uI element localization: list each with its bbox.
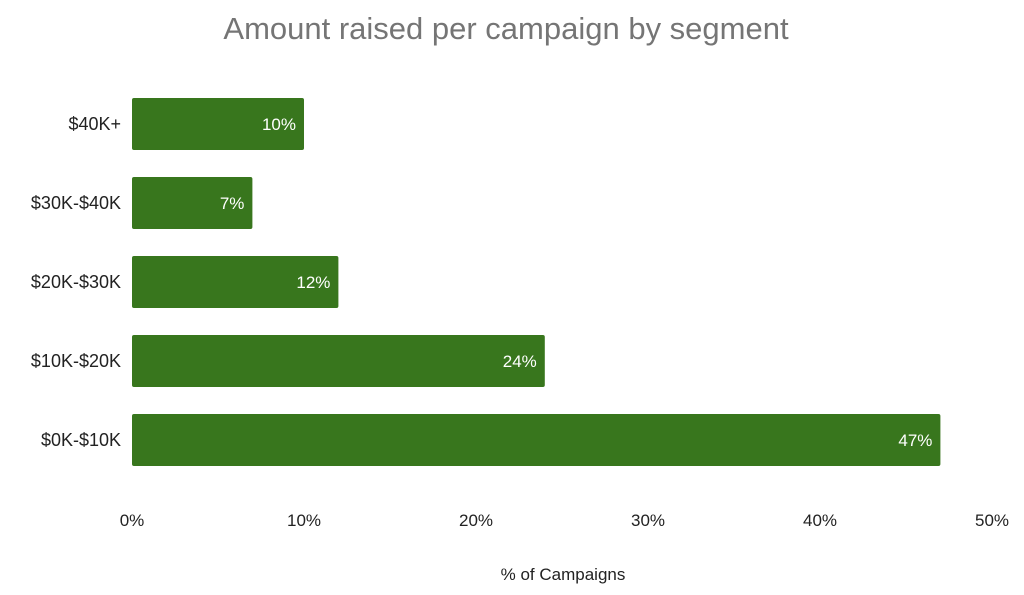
bars-group: 10% 7% 12% 24% 47%: [132, 98, 941, 466]
bar: [132, 414, 941, 466]
bar: [132, 98, 304, 150]
category-label: $0K-$10K: [41, 430, 121, 450]
x-tick-labels-group: 0% 10% 20% 30% 40% 50%: [120, 511, 1009, 530]
x-tick-label: 0%: [120, 511, 145, 530]
bar-value-label: 47%: [898, 431, 932, 450]
bar: [132, 335, 545, 387]
bar: [132, 256, 339, 308]
bar: [132, 177, 253, 229]
x-axis-title: % of Campaigns: [501, 565, 626, 584]
bar-value-label: 12%: [296, 273, 330, 292]
x-tick-label: 30%: [631, 511, 665, 530]
category-label: $30K-$40K: [31, 193, 121, 213]
chart-title: Amount raised per campaign by segment: [223, 11, 789, 46]
bar-value-label: 7%: [220, 194, 245, 213]
category-labels-group: $40K+ $30K-$40K $20K-$30K $10K-$20K $0K-$10K: [31, 114, 121, 450]
x-tick-label: 50%: [975, 511, 1009, 530]
category-label: $40K+: [68, 114, 121, 134]
bar-value-label: 24%: [503, 352, 537, 371]
x-tick-label: 10%: [287, 511, 321, 530]
x-tick-label: 20%: [459, 511, 493, 530]
bar-value-label: 10%: [262, 115, 296, 134]
category-label: $20K-$30K: [31, 272, 121, 292]
x-tick-label: 40%: [803, 511, 837, 530]
category-label: $10K-$20K: [31, 351, 121, 371]
